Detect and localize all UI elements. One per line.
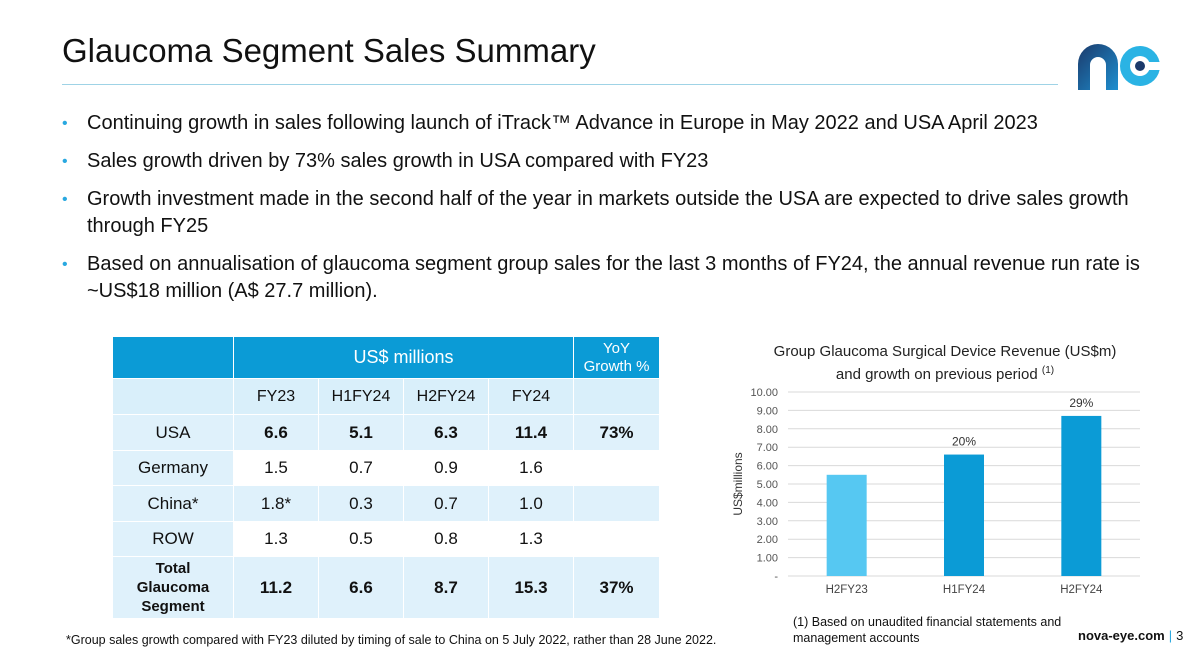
table-row: Germany 1.5 0.7 0.9 1.6 xyxy=(112,450,660,486)
table-cell-yoy: 73% xyxy=(573,414,660,451)
table-cell: 0.3 xyxy=(318,485,404,522)
y-tick-label: 2.00 xyxy=(757,534,778,546)
table-cell: 8.7 xyxy=(403,556,489,619)
table-cell: 11.2 xyxy=(233,556,319,619)
table-cell-yoy xyxy=(573,485,660,522)
column-header: H2FY24 xyxy=(403,378,489,415)
table-cell: 11.4 xyxy=(488,414,574,451)
revenue-bar-chart: - 1.00 2.00 3.00 4.00 5.00 6.00 7.00 8.00 9.00 10.… xyxy=(731,387,1140,596)
sales-table: US$ millions YoY Growth % FY23 H1FY24 H2… xyxy=(112,336,660,619)
x-tick-label: H1FY24 xyxy=(943,584,986,596)
summary-bullets: • Continuing growth in sales following la… xyxy=(62,110,1162,316)
website-link[interactable]: nova-eye.com xyxy=(1078,628,1165,643)
page-title: Glaucoma Segment Sales Summary xyxy=(62,32,596,69)
table-header-units: US$ millions xyxy=(233,336,574,379)
bar-h1fy24 xyxy=(944,454,984,576)
column-header: H1FY24 xyxy=(318,378,404,415)
table-corner xyxy=(112,336,234,379)
bullet-item: • Based on annualisation of glaucoma segm… xyxy=(62,253,1140,302)
bullet-dot-icon: • xyxy=(62,191,68,208)
y-tick-label: 10.00 xyxy=(750,387,778,399)
table-row: China* 1.8* 0.3 0.7 1.0 xyxy=(112,485,660,522)
table-cell: 1.6 xyxy=(488,450,574,486)
nova-eye-logo-icon xyxy=(1078,44,1162,90)
y-tick-label: 4.00 xyxy=(757,497,778,509)
table-cell-yoy: 37% xyxy=(573,556,660,619)
footer: nova-eye.com | 3 xyxy=(1078,628,1183,643)
table-footnote: *Group sales growth compared with FY23 d… xyxy=(66,633,717,647)
row-label-total: Total Glaucoma Segment xyxy=(112,556,234,619)
table-subheader-blank xyxy=(112,378,234,415)
column-header: FY24 xyxy=(488,378,574,415)
table-cell: 0.9 xyxy=(403,450,489,486)
y-tick-label: 7.00 xyxy=(757,442,778,454)
footer-separator: | xyxy=(1168,628,1173,643)
table-cell: 15.3 xyxy=(488,556,574,619)
bar-data-label: 29% xyxy=(1069,396,1093,410)
table-cell: 1.8* xyxy=(233,485,319,522)
table-cell: 6.6 xyxy=(233,414,319,451)
bullet-dot-icon: • xyxy=(62,153,68,170)
column-header: FY23 xyxy=(233,378,319,415)
y-tick-label: 6.00 xyxy=(757,461,778,473)
x-tick-label: H2FY24 xyxy=(1060,584,1103,596)
bar-h2fy24 xyxy=(1061,415,1102,576)
table-cell-yoy xyxy=(573,450,660,486)
table-cell: 1.3 xyxy=(233,521,319,557)
table-cell-yoy xyxy=(573,521,660,557)
row-label: ROW xyxy=(112,521,234,557)
y-tick-label: 1.00 xyxy=(757,553,778,565)
bullet-item: • Continuing growth in sales following la… xyxy=(62,110,1162,137)
table-row-total: Total Glaucoma Segment 11.2 6.6 8.7 15.3… xyxy=(112,556,660,619)
table-cell: 1.5 xyxy=(233,450,319,486)
row-label: China* xyxy=(112,485,234,522)
table-header-yoy: YoY Growth % xyxy=(573,336,660,379)
table-cell: 0.8 xyxy=(403,521,489,557)
bar-data-label: 20% xyxy=(952,435,976,449)
y-tick-label: 3.00 xyxy=(757,516,778,528)
row-label: Germany xyxy=(112,450,234,486)
row-label: USA xyxy=(112,414,234,451)
title-divider xyxy=(62,84,1058,85)
bullet-item: • Sales growth driven by 73% sales growth… xyxy=(62,148,1162,175)
y-tick-label: 8.00 xyxy=(757,424,778,436)
table-cell: 1.3 xyxy=(488,521,574,557)
table-row: ROW 1.3 0.5 0.8 1.3 xyxy=(112,521,660,557)
table-cell: 6.3 xyxy=(403,414,489,451)
y-tick-label: 5.00 xyxy=(757,479,778,491)
table-cell: 0.7 xyxy=(403,485,489,522)
y-tick-label: - xyxy=(774,571,778,583)
table-cell: 0.5 xyxy=(318,521,404,557)
bullet-dot-icon: • xyxy=(62,256,68,273)
page-number: 3 xyxy=(1176,628,1184,643)
x-tick-label: H2FY23 xyxy=(826,584,868,596)
bullet-item: • Growth investment made in the second ha… xyxy=(62,188,1129,237)
table-row: USA 6.6 5.1 6.3 11.4 73% xyxy=(112,414,660,451)
y-axis-label: US$millions xyxy=(731,452,745,515)
chart-footnote: (1) Based on unaudited financial stateme… xyxy=(793,615,1062,645)
y-tick-label: 9.00 xyxy=(757,405,778,417)
table-cell: 6.6 xyxy=(318,556,404,619)
table-cell: 5.1 xyxy=(318,414,404,451)
chart-title: Group Glaucoma Surgical Device Revenue (… xyxy=(773,343,1117,383)
column-header-blank xyxy=(573,378,660,415)
table-cell: 0.7 xyxy=(318,450,404,486)
bullet-dot-icon: • xyxy=(62,115,68,132)
table-cell: 1.0 xyxy=(488,485,574,522)
bar-h2fy23 xyxy=(826,474,867,576)
